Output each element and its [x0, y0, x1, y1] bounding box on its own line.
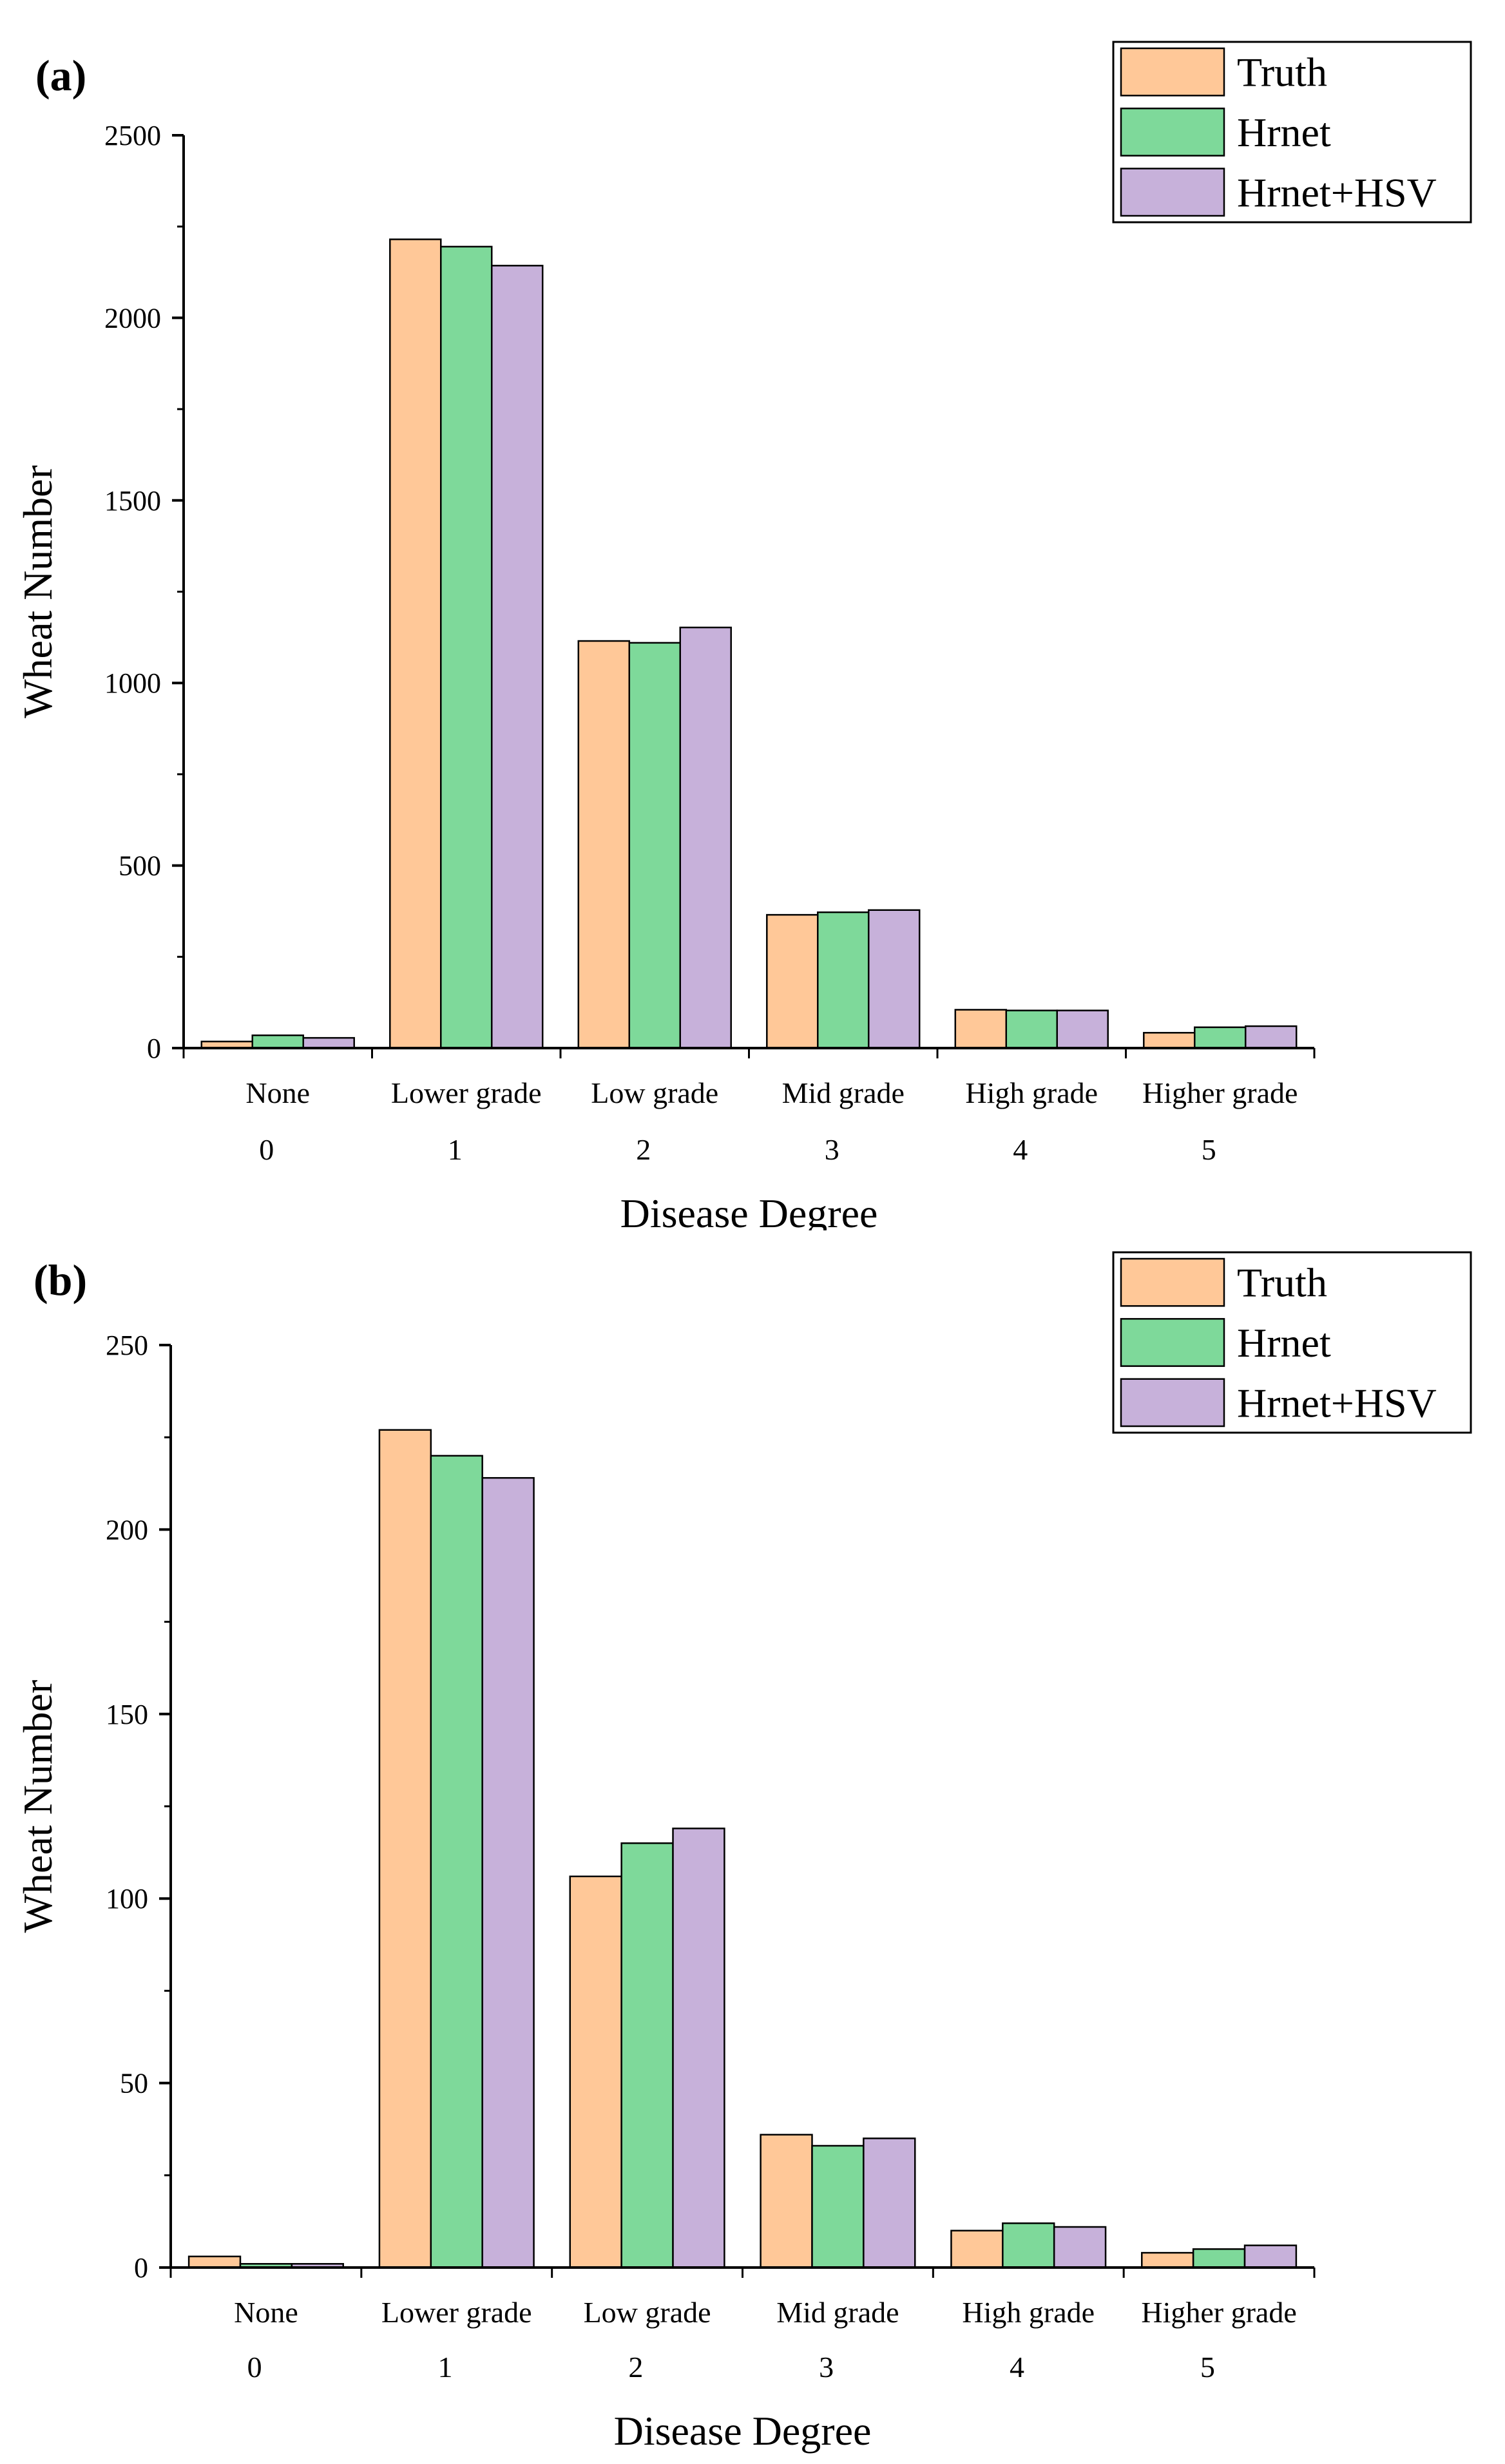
- bar-hrnet-1: [430, 1455, 483, 2269]
- legend-swatch: [1120, 47, 1225, 97]
- bar-hrnet-3: [811, 2144, 865, 2269]
- x-category-label: Higher grade: [1141, 2296, 1296, 2329]
- bar-hrnet-hsv-4: [1056, 1009, 1109, 1049]
- y-tick-label: 250: [106, 1330, 148, 1361]
- y-tick-label: 2500: [104, 120, 161, 151]
- bar-hrnet-hsv-5: [1244, 1025, 1298, 1049]
- legend-swatch: [1120, 108, 1225, 157]
- x-axis-title: Disease Degree: [620, 1190, 878, 1230]
- x-category-number: 0: [259, 1133, 274, 1166]
- chart-b-svg: None 0 Lower grade 1 Low grade 2 Mid grade 3 Hig…: [15, 1251, 1472, 2454]
- y-tick-label: 500: [119, 850, 161, 882]
- y-tick-label: 2000: [104, 302, 161, 334]
- bar-hrnet-4: [1005, 1009, 1058, 1049]
- bar-truth-4: [950, 2230, 1004, 2269]
- panel-label: (b): [34, 1256, 87, 1304]
- y-tick-label: 0: [147, 1033, 161, 1064]
- chart-panel-b: None 0 Lower grade 1 Low grade 2 Mid grade 3 Hig…: [0, 1237, 1505, 2464]
- y-tick-label: 200: [106, 1514, 148, 1545]
- bar-hrnet-hsv-5: [1243, 2244, 1298, 2269]
- bar-truth-1: [378, 1429, 432, 2269]
- bar-hrnet-hsv-3: [863, 2137, 916, 2269]
- legend-label: Hrnet+HSV: [1237, 1380, 1437, 1426]
- x-category-label: None: [245, 1076, 310, 1109]
- y-tick-label: 1500: [104, 485, 161, 517]
- bar-hrnet-0: [251, 1034, 304, 1049]
- x-category-label: Low grade: [584, 2296, 711, 2329]
- chart-panel-a: None 0 Lower grade 1 Low grade 2 Mid grade 3 Hig…: [0, 0, 1505, 1230]
- legend: Truth Hrnet Hrnet+HSV: [1112, 41, 1472, 224]
- bar-hrnet-hsv-3: [867, 909, 921, 1049]
- x-category-number: 4: [1013, 1133, 1028, 1166]
- legend-swatch: [1120, 1257, 1225, 1307]
- legend-label: Truth: [1237, 1260, 1327, 1306]
- x-category-number: 1: [438, 2351, 453, 2383]
- y-tick-label: 100: [106, 1883, 148, 1915]
- x-category-label: Lower grade: [381, 2296, 532, 2329]
- x-category-label: High grade: [962, 2296, 1095, 2329]
- x-category-number: 2: [636, 1133, 651, 1166]
- x-category-label: None: [234, 2296, 298, 2329]
- bar-truth-3: [766, 913, 819, 1049]
- bar-hrnet-1: [440, 245, 493, 1049]
- bar-hrnet-2: [628, 642, 681, 1049]
- panel-label: (a): [35, 51, 86, 100]
- bar-hrnet-hsv-2: [679, 626, 732, 1049]
- legend-swatch: [1120, 167, 1225, 217]
- y-axis-title: Wheat Number: [15, 1680, 61, 1933]
- bar-hrnet-4: [1002, 2222, 1055, 2269]
- x-category-number: 2: [628, 2351, 643, 2383]
- legend-label: Hrnet+HSV: [1237, 169, 1437, 215]
- x-category-number: 5: [1202, 1133, 1216, 1166]
- legend-label: Truth: [1237, 50, 1327, 95]
- bar-truth-2: [569, 1875, 622, 2269]
- bar-truth-0: [187, 2255, 242, 2269]
- bar-truth-1: [389, 238, 442, 1049]
- x-axis-title: Disease Degree: [614, 2408, 872, 2454]
- bar-hrnet-hsv-2: [672, 1828, 725, 2269]
- bar-hrnet-5: [1192, 2248, 1246, 2269]
- x-category-label: Mid grade: [782, 1076, 905, 1109]
- bar-truth-3: [760, 2134, 813, 2269]
- legend: Truth Hrnet Hrnet+HSV: [1112, 1251, 1472, 1434]
- bar-truth-5: [1141, 2251, 1194, 2269]
- x-category-label: Mid grade: [776, 2296, 899, 2329]
- bar-hrnet-hsv-1: [490, 265, 544, 1049]
- y-axis-title: Wheat Number: [15, 465, 61, 718]
- chart-a-svg: None 0 Lower grade 1 Low grade 2 Mid grade 3 Hig…: [15, 41, 1472, 1230]
- bar-hrnet-hsv-0: [302, 1036, 355, 1049]
- bar-hrnet-3: [817, 911, 870, 1049]
- x-category-number: 0: [247, 2351, 262, 2383]
- legend-swatch: [1120, 1378, 1225, 1428]
- bar-hrnet-hsv-1: [481, 1476, 535, 2269]
- bar-hrnet-5: [1194, 1026, 1247, 1049]
- x-category-number: 1: [448, 1133, 463, 1166]
- bar-hrnet-hsv-4: [1053, 2226, 1107, 2269]
- y-tick-label: 1000: [104, 667, 161, 699]
- x-category-number: 5: [1200, 2351, 1215, 2383]
- y-tick-label: 150: [106, 1699, 148, 1730]
- legend-label: Hrnet: [1237, 110, 1331, 155]
- legend-label: Hrnet: [1237, 1320, 1331, 1366]
- x-category-number: 3: [819, 2351, 834, 2383]
- y-tick-label: 0: [134, 2252, 148, 2284]
- x-category-label: Low grade: [591, 1076, 718, 1109]
- y-tick-label: 50: [120, 2068, 148, 2099]
- bar-truth-5: [1143, 1031, 1196, 1049]
- x-category-label: Higher grade: [1142, 1076, 1298, 1109]
- x-category-number: 4: [1010, 2351, 1024, 2383]
- bar-truth-4: [954, 1009, 1008, 1049]
- x-category-label: High grade: [965, 1076, 1098, 1109]
- x-category-label: Lower grade: [391, 1076, 542, 1109]
- x-category-number: 3: [825, 1133, 839, 1166]
- bar-truth-2: [577, 640, 631, 1049]
- legend-swatch: [1120, 1318, 1225, 1367]
- bar-hrnet-2: [620, 1842, 674, 2269]
